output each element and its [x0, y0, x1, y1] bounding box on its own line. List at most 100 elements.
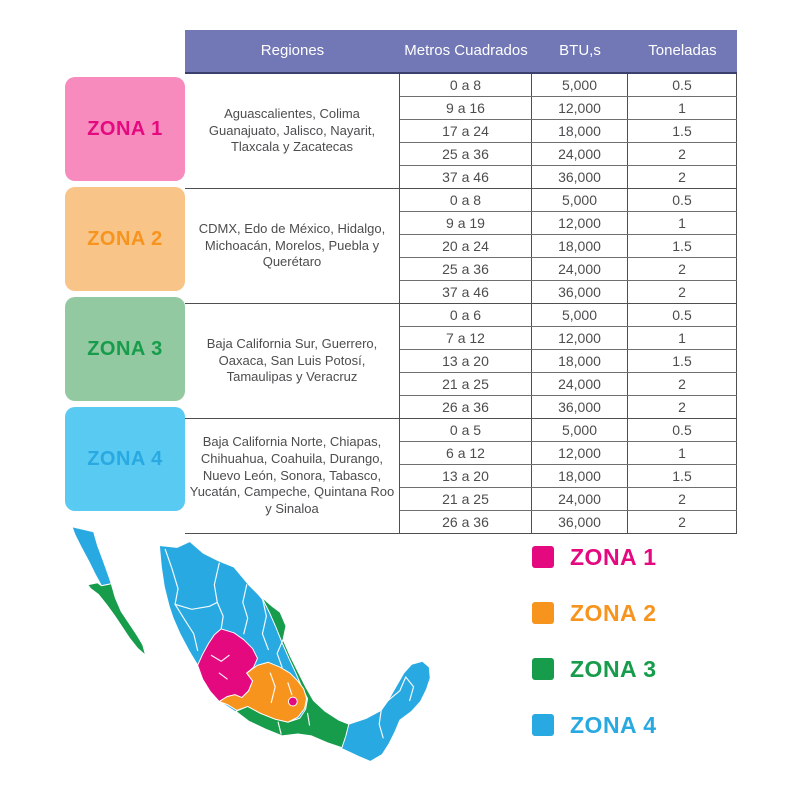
m2-cell: 37 a 46: [400, 281, 532, 303]
m2-cell: 37 a 46: [400, 166, 532, 188]
table-row: 20 a 24 18,000 1.5: [400, 235, 737, 258]
table-row: 25 a 36 24,000 2: [400, 143, 737, 166]
ton-cell: 0.5: [628, 189, 737, 211]
ton-cell: 2: [628, 373, 737, 395]
table-row: 13 a 20 18,000 1.5: [400, 350, 737, 373]
zone-band-zona4: ZONA 4: [65, 407, 185, 511]
m2-cell: 25 a 36: [400, 143, 532, 165]
btu-cell: 12,000: [532, 212, 628, 234]
m2-cell: 13 a 20: [400, 465, 532, 487]
legend-label: ZONA 2: [570, 599, 657, 626]
zona2-swatch: [532, 602, 554, 624]
ton-cell: 2: [628, 396, 737, 418]
zone-band-column: ZONA 1 ZONA 2 ZONA 3 ZONA 4: [65, 30, 185, 534]
table-row: 26 a 36 36,000 2: [400, 511, 737, 533]
zone-band-label: ZONA 1: [87, 117, 163, 140]
ton-cell: 1.5: [628, 120, 737, 142]
column-header-btus: BTU,s: [559, 42, 601, 60]
table-row: 21 a 25 24,000 2: [400, 373, 737, 396]
zona1-swatch: [532, 546, 554, 568]
m2-cell: 25 a 36: [400, 258, 532, 280]
btu-cell: 36,000: [532, 396, 628, 418]
ton-cell: 2: [628, 143, 737, 165]
zone-block-zona1: Aguascalientes, Colima Guanajuato, Jalis…: [185, 74, 737, 189]
table-row: 0 a 8 5,000 0.5: [400, 74, 737, 97]
zone-band-label: ZONA 3: [87, 337, 163, 360]
table-row: 21 a 25 24,000 2: [400, 488, 737, 511]
ton-cell: 1.5: [628, 465, 737, 487]
btu-cell: 12,000: [532, 97, 628, 119]
ton-cell: 2: [628, 258, 737, 280]
zone-values: 0 a 8 5,000 0.5 9 a 19 12,000 1 20 a 24 …: [400, 189, 737, 303]
zone-band-zona2: ZONA 2: [65, 187, 185, 291]
legend-item-zona4: ZONA 4: [532, 711, 657, 738]
legend-label: ZONA 1: [570, 543, 657, 570]
mexico-zones-map: [50, 518, 520, 783]
table-row: 13 a 20 18,000 1.5: [400, 465, 737, 488]
column-header-metros-cuadrados: Metros Cuadrados: [404, 42, 528, 60]
zone-block-zona3: Baja California Sur, Guerrero, Oaxaca, S…: [185, 304, 737, 419]
ton-cell: 0.5: [628, 74, 737, 96]
legend-item-zona2: ZONA 2: [532, 599, 657, 626]
regions-cell: CDMX, Edo de México, Hidalgo, Michoacán,…: [185, 189, 400, 303]
map-region-zona3-baja-sur: [87, 582, 147, 656]
btu-cell: 18,000: [532, 465, 628, 487]
m2-cell: 26 a 36: [400, 511, 532, 533]
ton-cell: 1.5: [628, 235, 737, 257]
zone-block-zona4: Baja California Norte, Chiapas, Chihuahu…: [185, 419, 737, 534]
zone-block-zona2: CDMX, Edo de México, Hidalgo, Michoacán,…: [185, 189, 737, 304]
ton-cell: 2: [628, 511, 737, 533]
m2-cell: 7 a 12: [400, 327, 532, 349]
m2-cell: 0 a 8: [400, 189, 532, 211]
btu-cell: 36,000: [532, 281, 628, 303]
table-row: 6 a 12 12,000 1: [400, 442, 737, 465]
m2-cell: 26 a 36: [400, 396, 532, 418]
legend-item-zona1: ZONA 1: [532, 543, 657, 570]
data-grid: Regiones Metros Cuadrados BTU,s Tonelada…: [185, 30, 737, 534]
table-row: 0 a 5 5,000 0.5: [400, 419, 737, 442]
ton-cell: 1: [628, 212, 737, 234]
btu-cell: 18,000: [532, 350, 628, 372]
btu-cell: 5,000: [532, 74, 628, 96]
ton-cell: 1: [628, 442, 737, 464]
zone-band-label: ZONA 2: [87, 227, 163, 250]
m2-cell: 9 a 16: [400, 97, 532, 119]
m2-cell: 21 a 25: [400, 373, 532, 395]
btu-cell: 5,000: [532, 189, 628, 211]
ton-cell: 2: [628, 281, 737, 303]
regions-cell: Baja California Sur, Guerrero, Oaxaca, S…: [185, 304, 400, 418]
btu-cell: 36,000: [532, 166, 628, 188]
column-header-regiones: Regiones: [260, 42, 325, 60]
btu-cell: 24,000: [532, 143, 628, 165]
btu-cell: 5,000: [532, 304, 628, 326]
ton-cell: 0.5: [628, 419, 737, 441]
m2-cell: 6 a 12: [400, 442, 532, 464]
table-row: 7 a 12 12,000 1: [400, 327, 737, 350]
regions-cell: Baja California Norte, Chiapas, Chihuahu…: [185, 419, 400, 533]
legend-item-zona3: ZONA 3: [532, 655, 657, 682]
table-row: 9 a 16 12,000 1: [400, 97, 737, 120]
m2-cell: 20 a 24: [400, 235, 532, 257]
ton-cell: 1.5: [628, 350, 737, 372]
btu-cell: 5,000: [532, 419, 628, 441]
zone-band-zona3: ZONA 3: [65, 297, 185, 401]
btu-cell: 24,000: [532, 258, 628, 280]
ton-cell: 2: [628, 166, 737, 188]
table-row: 9 a 19 12,000 1: [400, 212, 737, 235]
ton-cell: 1: [628, 327, 737, 349]
regions-cell: Aguascalientes, Colima Guanajuato, Jalis…: [185, 74, 400, 188]
table-row: 26 a 36 36,000 2: [400, 396, 737, 418]
legend-label: ZONA 4: [570, 711, 657, 738]
zona3-swatch: [532, 658, 554, 680]
ton-cell: 2: [628, 488, 737, 510]
legend-label: ZONA 3: [570, 655, 657, 682]
zone-band-zona1: ZONA 1: [65, 77, 185, 181]
ton-cell: 0.5: [628, 304, 737, 326]
m2-cell: 0 a 5: [400, 419, 532, 441]
zone-values: 0 a 6 5,000 0.5 7 a 12 12,000 1 13 a 20 …: [400, 304, 737, 418]
table-row: 0 a 6 5,000 0.5: [400, 304, 737, 327]
table-row: 17 a 24 18,000 1.5: [400, 120, 737, 143]
btu-cell: 12,000: [532, 442, 628, 464]
mexico-map-svg: [71, 526, 431, 762]
zone-values: 0 a 8 5,000 0.5 9 a 16 12,000 1 17 a 24 …: [400, 74, 737, 188]
